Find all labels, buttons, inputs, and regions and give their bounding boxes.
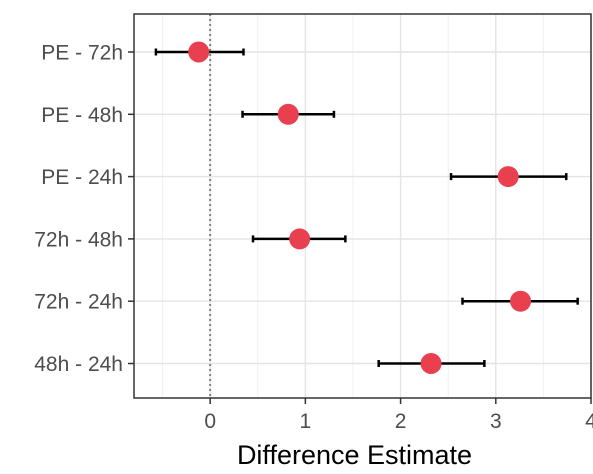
y-tick-label: PE - 72h (41, 42, 123, 65)
y-tick-label: PE - 48h (41, 104, 123, 127)
data-point (289, 228, 311, 250)
y-tick-label: 72h - 24h (34, 291, 123, 314)
data-point (188, 41, 210, 63)
x-tick-labels: 0 1 2 3 4 (204, 410, 593, 433)
x-tick-label: 0 (204, 410, 216, 433)
y-tick-labels: PE - 72h PE - 48h PE - 24h 72h - 48h 72h - 2… (34, 42, 123, 377)
data-point (420, 353, 442, 374)
grid (134, 14, 592, 398)
y-tick-label: PE - 24h (41, 166, 123, 189)
x-tick-label: 3 (490, 410, 502, 433)
plot-panel-border (133, 13, 592, 399)
data-point (277, 103, 299, 125)
x-axis-title: Difference Estimate (237, 440, 472, 469)
y-tick-label: 48h - 24h (34, 353, 123, 376)
data-point (510, 290, 532, 312)
x-tick-label: 4 (585, 410, 593, 433)
axis-ticks (128, 51, 592, 404)
data-point (497, 166, 519, 188)
y-tick-label: 72h - 48h (34, 228, 123, 251)
errorbars (154, 48, 579, 367)
x-tick-label: 1 (300, 410, 312, 433)
x-tick-label: 2 (395, 410, 407, 433)
points (188, 41, 532, 374)
